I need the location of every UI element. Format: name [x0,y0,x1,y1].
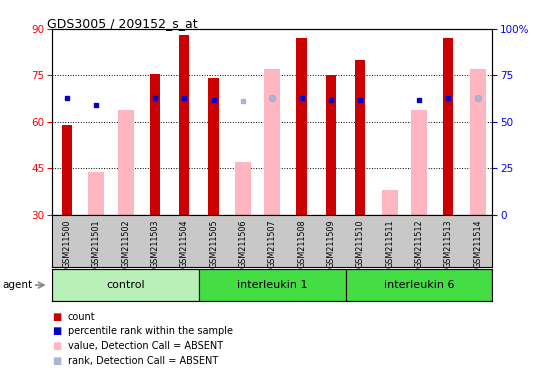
Bar [199,269,345,301]
Bar [411,109,427,215]
Bar [470,69,486,215]
Bar [443,38,453,215]
Text: ■: ■ [52,356,62,366]
Text: GSM211501: GSM211501 [92,219,101,268]
Text: GSM211513: GSM211513 [444,219,453,268]
Bar [208,78,219,215]
Text: GSM211506: GSM211506 [238,219,248,268]
Bar [179,35,189,215]
Bar [326,75,336,215]
Text: ■: ■ [52,341,62,351]
Text: GSM211504: GSM211504 [180,219,189,268]
Text: GSM211512: GSM211512 [414,219,424,268]
Text: GSM211514: GSM211514 [473,219,482,268]
Text: GDS3005 / 209152_s_at: GDS3005 / 209152_s_at [47,17,197,30]
Text: GSM211500: GSM211500 [62,219,72,268]
Text: GSM211505: GSM211505 [209,219,218,268]
Bar [235,162,251,215]
Bar [88,172,104,215]
Text: control: control [106,280,145,290]
Text: value, Detection Call = ABSENT: value, Detection Call = ABSENT [68,341,223,351]
Text: interleukin 6: interleukin 6 [384,280,454,290]
Text: interleukin 1: interleukin 1 [237,280,307,290]
Text: ■: ■ [52,312,62,322]
Bar [382,190,398,215]
Text: GSM211509: GSM211509 [326,219,336,268]
Text: agent: agent [3,280,33,290]
Text: GSM211502: GSM211502 [121,219,130,268]
Bar [264,69,280,215]
Bar [62,125,72,215]
Text: percentile rank within the sample: percentile rank within the sample [68,326,233,336]
Bar [355,60,365,215]
Text: GSM211508: GSM211508 [297,219,306,268]
Text: GSM211511: GSM211511 [385,219,394,268]
Text: rank, Detection Call = ABSENT: rank, Detection Call = ABSENT [68,356,218,366]
Text: ■: ■ [52,326,62,336]
Text: GSM211503: GSM211503 [150,219,159,268]
Bar [296,38,307,215]
Bar [118,109,134,215]
Text: count: count [68,312,95,322]
Text: GSM211507: GSM211507 [268,219,277,268]
Bar [150,74,160,215]
Text: GSM211510: GSM211510 [356,219,365,268]
Bar [52,269,199,301]
Bar [345,269,492,301]
